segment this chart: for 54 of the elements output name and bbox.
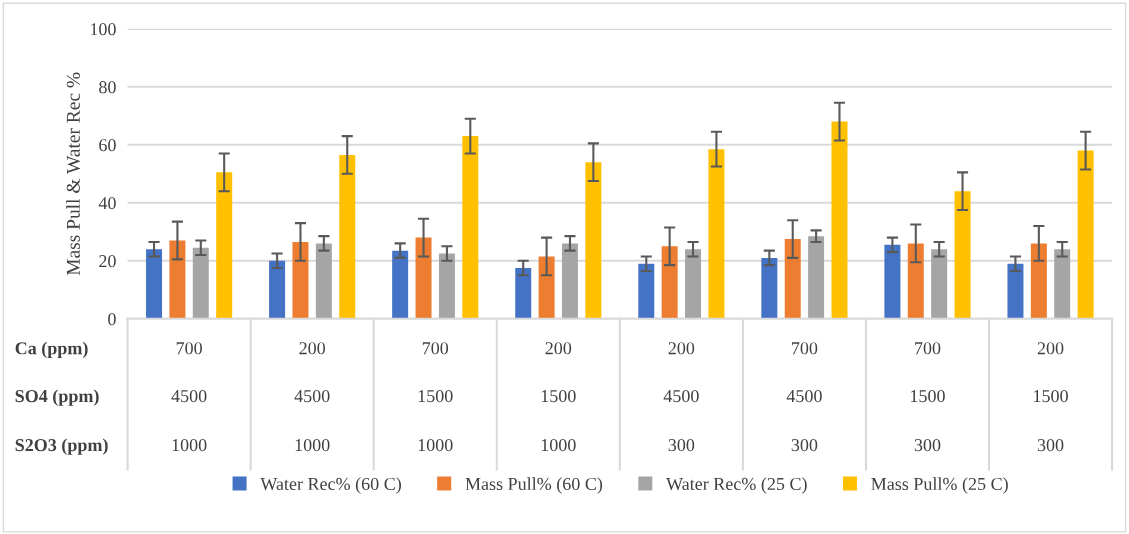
bar	[661, 246, 678, 319]
bar	[415, 237, 432, 319]
bar	[462, 136, 479, 319]
bar	[931, 249, 948, 319]
bar	[907, 243, 924, 319]
y-tick-label: 40	[98, 197, 116, 210]
bar	[169, 240, 186, 319]
legend-label: Mass Pull% (25 C)	[871, 477, 1008, 494]
bar	[339, 154, 356, 319]
text: Ca (ppm)	[15, 341, 88, 359]
bar	[1030, 243, 1047, 319]
category-label: 700 1500 1000	[418, 342, 453, 452]
bar	[784, 239, 801, 319]
bar	[315, 243, 332, 319]
y-tick-label: 100	[90, 23, 116, 36]
text: S2O3 (ppm)	[15, 438, 108, 455]
y-tick-label: 0	[108, 313, 116, 326]
bar	[808, 236, 825, 319]
bar	[146, 249, 163, 319]
bar	[761, 257, 778, 319]
y-tick-label: 20	[99, 255, 116, 268]
bar	[1007, 263, 1024, 319]
legend-label: Water Rec% (60 C)	[260, 477, 401, 494]
bar	[708, 149, 725, 319]
bar	[1077, 150, 1094, 319]
bar	[685, 249, 702, 319]
category-label: 200 1500 300	[1034, 342, 1068, 452]
y-tick-label: 60	[99, 139, 116, 152]
category-label: 200 4500 300	[663, 342, 699, 452]
bar	[954, 191, 971, 319]
bar	[831, 121, 848, 319]
category-label: 700 1500 300	[911, 342, 945, 452]
bar	[515, 268, 532, 319]
y-tick-label: 80	[99, 81, 116, 94]
bar	[538, 256, 555, 319]
bar	[269, 260, 286, 319]
bar	[1054, 249, 1071, 319]
y-axis-title: Mass Pull & Water Rec %	[66, 72, 80, 276]
bar	[216, 172, 233, 319]
bar	[638, 263, 655, 319]
category-label: 200 4500 1000	[294, 342, 330, 452]
bar	[438, 253, 455, 319]
category-label: 200 1500 1000	[541, 342, 576, 452]
category-label: 700 4500 1000	[171, 342, 207, 452]
bar	[561, 243, 578, 319]
bar	[884, 244, 901, 319]
legend-label: Mass Pull% (60 C)	[465, 477, 603, 494]
category-label: 700 4500 300	[786, 342, 822, 452]
text: SO4 (ppm)	[15, 389, 99, 406]
bar	[392, 250, 409, 319]
bar	[585, 162, 602, 319]
bar	[192, 247, 209, 319]
bar	[292, 241, 309, 319]
legend-label: Water Rec% (25 C)	[666, 477, 807, 494]
